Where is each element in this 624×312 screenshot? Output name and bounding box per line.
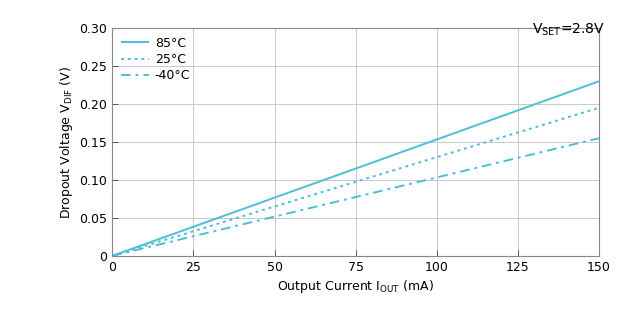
25°C	[550, 120, 557, 124]
85°C	[595, 79, 603, 83]
-40°C	[398, 184, 406, 188]
X-axis label: Output Current $\mathregular{I_{OUT}}$ (mA): Output Current $\mathregular{I_{OUT}}$ (…	[277, 278, 434, 295]
25°C	[595, 106, 603, 110]
85°C	[519, 107, 526, 110]
25°C	[397, 166, 404, 170]
85°C	[550, 96, 557, 100]
85°C	[406, 147, 414, 151]
85°C	[110, 253, 118, 257]
Text: $\mathregular{V_{SET}}$=2.8V: $\mathregular{V_{SET}}$=2.8V	[532, 22, 605, 38]
85°C	[398, 150, 406, 154]
25°C	[110, 253, 118, 257]
-40°C	[550, 147, 557, 151]
25°C	[406, 163, 414, 167]
-40°C	[109, 254, 116, 258]
Legend: 85°C, 25°C, -40°C: 85°C, 25°C, -40°C	[119, 34, 193, 85]
25°C	[109, 254, 116, 258]
Y-axis label: Dropout Voltage $\mathregular{V_{DIF}}$ (V): Dropout Voltage $\mathregular{V_{DIF}}$ …	[58, 65, 76, 219]
85°C	[397, 151, 404, 154]
-40°C	[595, 136, 603, 140]
25°C	[398, 166, 406, 170]
-40°C	[519, 155, 526, 158]
-40°C	[406, 182, 414, 186]
25°C	[519, 129, 526, 133]
Line: 25°C: 25°C	[112, 108, 599, 256]
-40°C	[110, 254, 118, 257]
85°C	[109, 254, 116, 258]
Line: -40°C: -40°C	[112, 138, 599, 256]
-40°C	[397, 184, 404, 188]
Line: 85°C: 85°C	[112, 81, 599, 256]
